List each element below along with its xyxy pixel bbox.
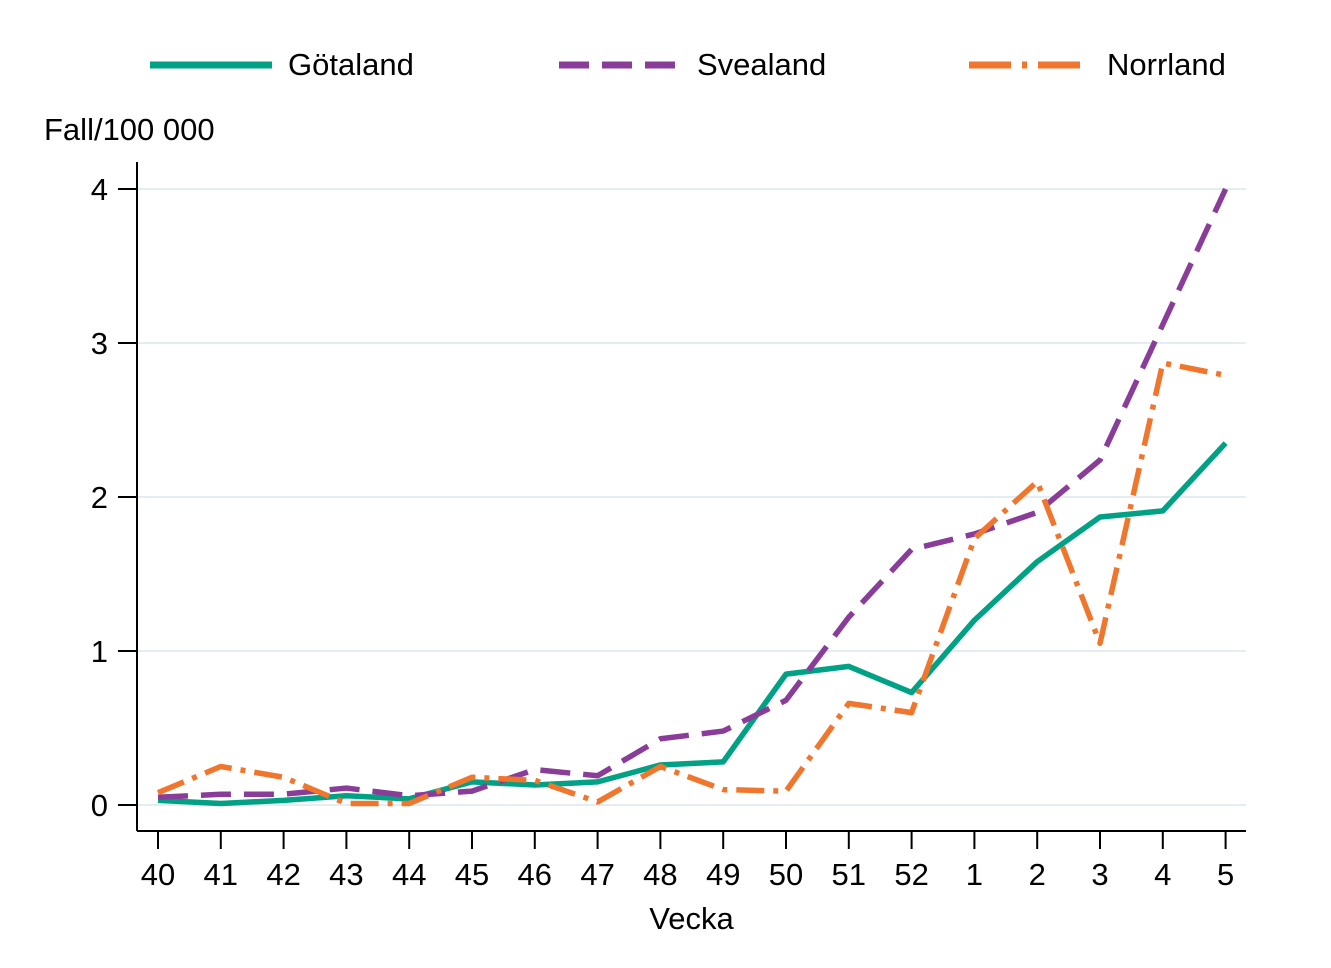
norrland-series-line [156,360,1227,807]
x-axis-title: Vecka [649,901,734,936]
legend-label-svealand: Svealand [697,47,827,82]
legend-label-norrland: Norrland [1107,47,1226,82]
x-tick-label-52: 52 [894,857,928,892]
y-tick-label-3: 3 [91,326,108,361]
svealand-series-line [157,187,1229,801]
x-tick-label-43: 43 [329,857,363,892]
y-axis-title: Fall/100 000 [44,112,215,147]
x-tick-label-46: 46 [518,857,552,892]
y-tick-label-1: 1 [91,634,108,669]
x-tick-label-5: 5 [1217,857,1234,892]
x-tick-label-45: 45 [455,857,489,892]
y-tick-label-4: 4 [91,172,108,207]
x-tick-label-4: 4 [1154,857,1171,892]
legend-item-norrland: Norrland [969,48,1226,82]
x-tick-label-49: 49 [706,857,740,892]
y-tick-label-0: 0 [91,788,108,823]
x-tick-label-42: 42 [266,857,300,892]
x-tick-label-1: 1 [966,857,983,892]
x-tick-label-47: 47 [580,857,614,892]
legend-label-gotaland: Götaland [288,47,414,82]
legend: Götaland Svealand Norrland [0,0,1331,100]
gotaland-line-swatch [150,61,272,69]
x-tick-label-40: 40 [141,857,175,892]
x-tick-label-50: 50 [769,857,803,892]
x-tick-label-3: 3 [1091,857,1108,892]
x-tick-label-48: 48 [643,857,677,892]
y-tick-label-2: 2 [91,480,108,515]
x-tick-label-51: 51 [832,857,866,892]
legend-item-svealand: Svealand [559,48,826,82]
x-tick-label-41: 41 [204,857,238,892]
x-tick-label-44: 44 [392,857,426,892]
svealand-line-swatch [559,61,681,69]
götaland-series-line [157,441,1228,807]
x-tick-label-2: 2 [1029,857,1046,892]
norrland-line-swatch [969,61,1091,69]
legend-item-gotaland: Götaland [150,48,414,82]
